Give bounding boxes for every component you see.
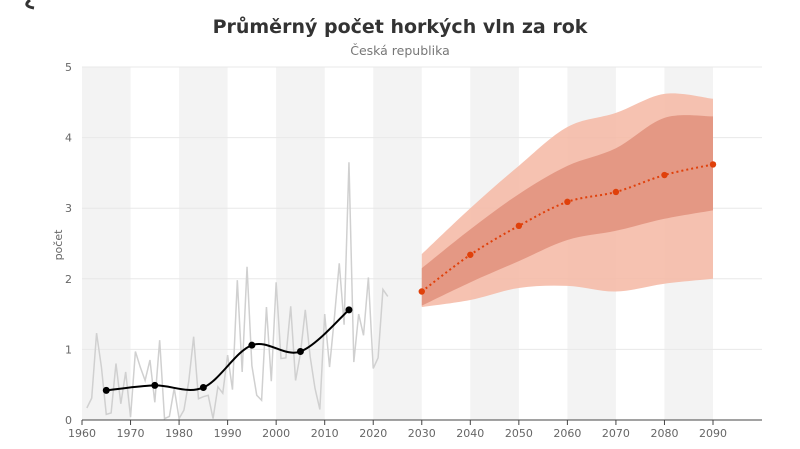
decade-band [276,67,325,420]
projection-point [564,198,571,206]
projection-point [467,251,474,258]
y-tick-label: 0 [65,414,72,427]
x-tick-label: 2000 [262,427,290,440]
x-tick-label: 2050 [505,427,533,440]
x-tick-label: 1980 [165,427,193,440]
observed-point [102,386,110,394]
x-tick-label: 2070 [602,427,630,440]
x-tick-label: 1990 [214,427,242,440]
annual-series-line [86,162,389,421]
projection-point [612,188,620,196]
y-tick-label: 5 [65,61,72,74]
observed-point [248,341,256,349]
observed-point [296,348,304,356]
decade-band [373,67,422,420]
x-tick-label: 2030 [408,427,436,440]
x-tick-label: 1970 [117,427,145,440]
y-tick-label: 2 [65,273,72,286]
decade-band [179,67,228,420]
chart-subtitle: Česká republika [350,43,450,58]
x-tick-label: 2010 [311,427,339,440]
x-tick-label: 2060 [553,427,581,440]
x-tick-label: 2080 [650,427,678,440]
y-axis-label: počet [52,229,65,261]
logo-fragment [25,0,35,10]
x-tick-label: 2020 [359,427,387,440]
projection-point [709,161,717,168]
x-tick-label: 1960 [68,427,96,440]
chart-title: Průměrný počet horkých vln za rok [212,16,588,38]
x-tick-label: 2040 [456,427,484,440]
inner-uncertainty-band [421,115,713,306]
projection-point [515,222,523,230]
y-tick-label: 1 [65,343,72,356]
decade-band [82,67,131,420]
projection-point [661,171,668,179]
projection-point [418,288,425,295]
x-tick-label: 2090 [699,427,727,440]
observed-point [345,306,353,314]
y-tick-label: 4 [65,132,72,145]
y-tick-label: 3 [65,202,72,215]
observed-point [199,384,207,392]
observed-point [151,381,159,389]
